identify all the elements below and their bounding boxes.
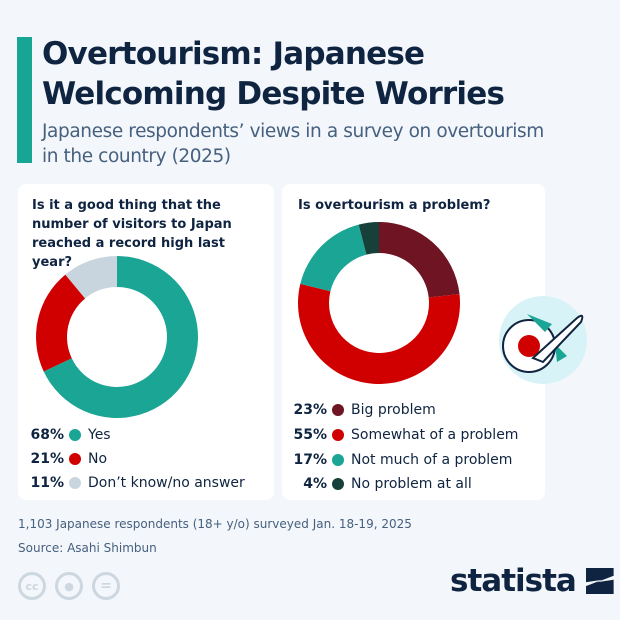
legend-swatch — [69, 453, 81, 465]
legend-item: 68% Yes — [30, 427, 111, 443]
cc-icon[interactable]: cc — [18, 572, 46, 600]
person-icon[interactable]: ● — [55, 572, 83, 600]
survey-note: 1,103 Japanese respondents (18+ y/o) sur… — [18, 517, 412, 531]
legend-value: 21% — [30, 451, 64, 467]
legend-label: No — [88, 451, 108, 467]
donut-slice-big-problem — [379, 222, 460, 298]
legend-item: 4% No problem at all — [293, 476, 472, 492]
legend-swatch — [69, 429, 81, 441]
legend-label: Not much of a problem — [351, 452, 513, 468]
page-subtitle: Japanese respondents’ views in a survey … — [42, 121, 544, 167]
legend-value: 68% — [30, 427, 64, 443]
plane-over-japan-flag-icon — [497, 294, 589, 390]
legend-value: 11% — [30, 475, 64, 491]
donut-slice-not-much-of-a-problem — [300, 224, 367, 292]
legend-value: 17% — [293, 452, 327, 468]
donut-slice-yes — [43, 256, 198, 418]
legend-value: 55% — [293, 427, 327, 443]
legend-item: 11% Don’t know/no answer — [30, 475, 245, 491]
donut-slice-don-t-know-no-answer — [65, 256, 117, 299]
question-1: Is it a good thing that the number of vi… — [32, 198, 232, 270]
equals-icon[interactable]: = — [92, 572, 120, 600]
legend-label: Somewhat of a problem — [351, 427, 519, 443]
accent-bar — [17, 37, 32, 163]
legend-swatch — [332, 429, 344, 441]
legend-label: Yes — [88, 427, 111, 443]
legend-item: 23% Big problem — [293, 402, 436, 418]
legend-label: Big problem — [351, 402, 436, 418]
legend-value: 23% — [293, 402, 327, 418]
legend-item: 55% Somewhat of a problem — [293, 427, 518, 443]
question-2: Is overtourism a problem? — [298, 198, 491, 213]
legend-swatch — [69, 477, 81, 489]
legend-label: No problem at all — [351, 476, 472, 492]
legend-value: 4% — [303, 476, 327, 492]
legend-swatch — [332, 478, 344, 490]
donut-slice-somewhat-of-a-problem — [298, 283, 460, 384]
legend-label: Don’t know/no answer — [88, 475, 245, 491]
source: Source: Asahi Shimbun — [18, 541, 157, 555]
donut-slice-no-problem-at-all — [358, 222, 379, 255]
legend-swatch — [332, 454, 344, 466]
legend-swatch — [332, 404, 344, 416]
donut-slice-no — [35, 274, 86, 372]
statista-logo[interactable]: statista — [450, 563, 614, 599]
legend-item: 17% Not much of a problem — [293, 452, 512, 468]
legend-item: 21% No — [30, 451, 107, 467]
page-title: Overtourism: Japanese Welcoming Despite … — [42, 36, 505, 112]
